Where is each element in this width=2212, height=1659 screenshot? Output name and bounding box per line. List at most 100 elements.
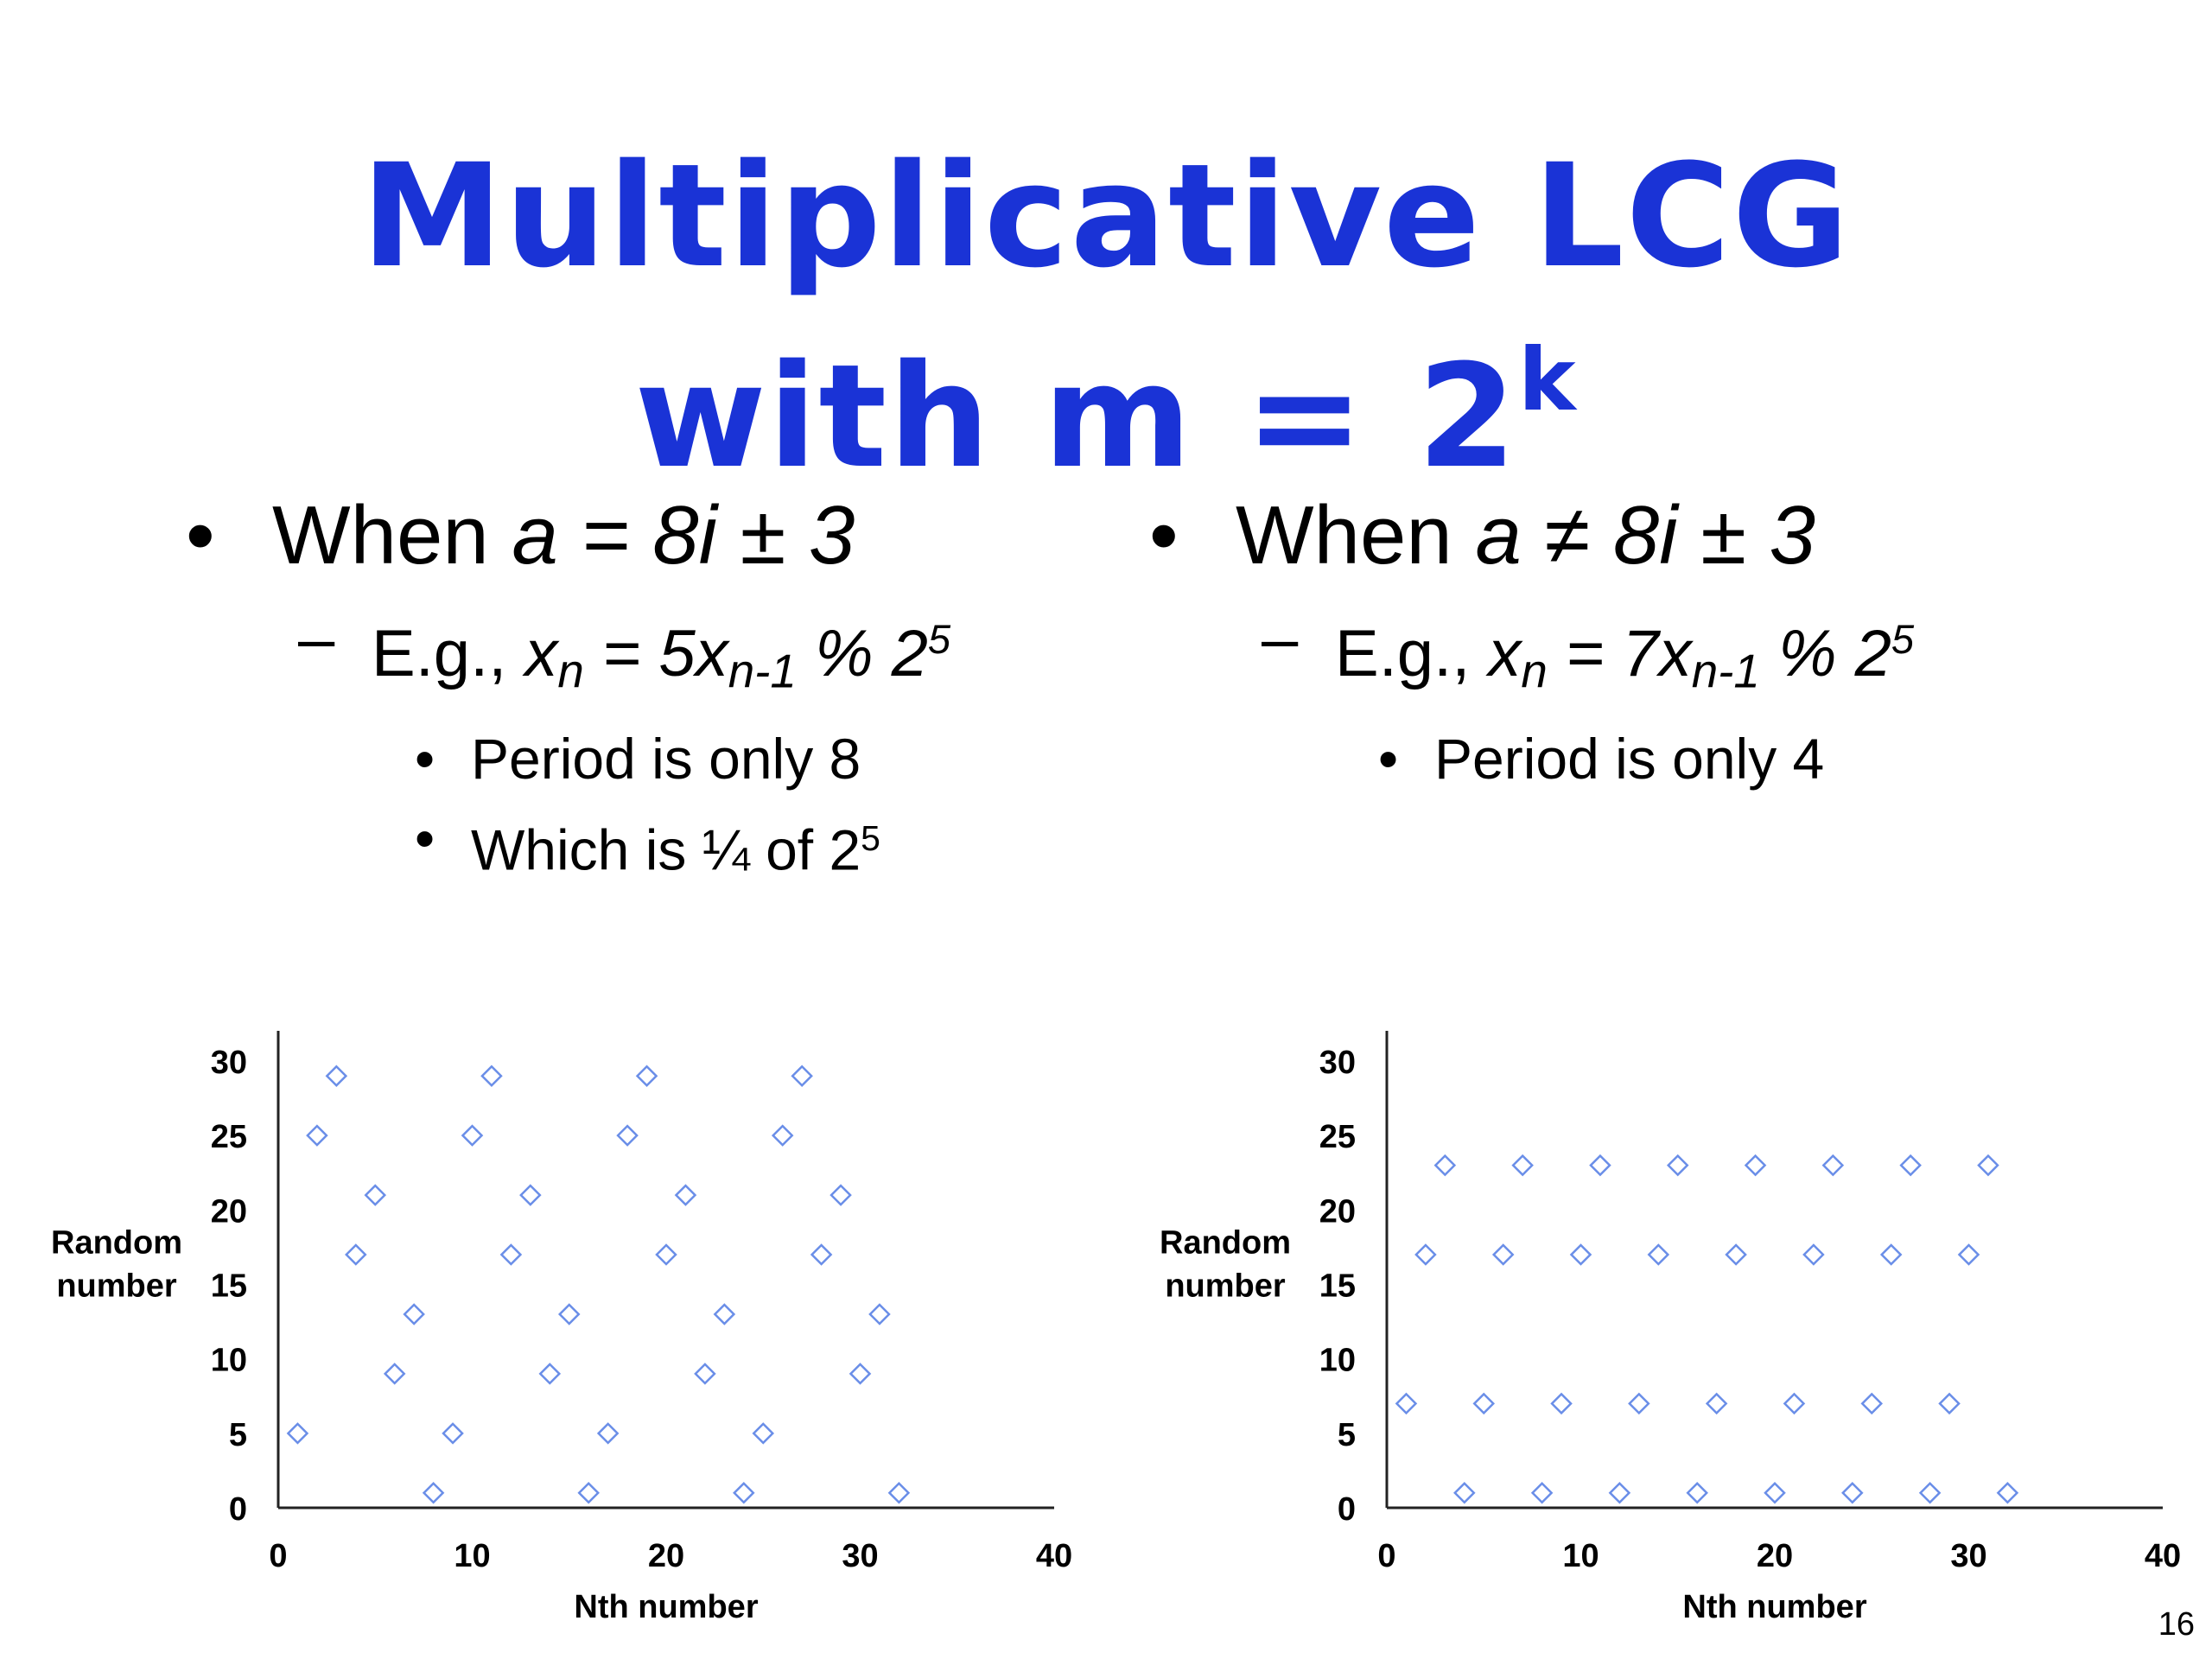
data-point (1491, 1243, 1515, 1266)
data-point (1879, 1243, 1903, 1266)
data-point (306, 1124, 328, 1147)
data-point (1608, 1481, 1631, 1504)
right-example-mid: = 7x (1547, 616, 1692, 690)
y-tick-label: 20 (211, 1193, 247, 1230)
left-example-n: n (557, 644, 584, 698)
y-axis-label: Random (51, 1225, 182, 1262)
data-point (1957, 1243, 1980, 1266)
data-point (383, 1363, 406, 1385)
y-tick-label: 25 (1319, 1119, 1356, 1155)
right-example-post: % 2 (1759, 616, 1891, 690)
x-tick-label: 40 (1036, 1538, 1072, 1574)
data-point (1686, 1481, 1708, 1504)
data-point (1899, 1154, 1922, 1177)
data-point (1744, 1154, 1767, 1177)
data-point (345, 1243, 367, 1266)
right-example-n1: n-1 (1691, 644, 1760, 698)
left-bullet-expr: a = 8i ± 3 (512, 489, 855, 582)
data-point (1841, 1481, 1864, 1504)
y-tick-label: 15 (211, 1268, 247, 1305)
left-point-2-text: Which is ¼ of 2 (471, 817, 861, 882)
data-point (403, 1303, 425, 1325)
data-point (1453, 1481, 1476, 1504)
data-point (1996, 1481, 2019, 1504)
right-bullet-prefix: When (1236, 489, 1476, 582)
data-point (364, 1184, 387, 1206)
data-point (849, 1363, 872, 1385)
y-tick-label: 15 (1319, 1268, 1356, 1305)
x-tick-label: 20 (1757, 1538, 1793, 1574)
bullet-dot: • (415, 805, 435, 870)
data-point (791, 1065, 813, 1088)
x-tick-label: 10 (1562, 1538, 1599, 1574)
left-example-post: % 2 (796, 616, 928, 690)
data-point (557, 1303, 581, 1325)
data-point (887, 1481, 911, 1504)
right-example-x: x (1488, 616, 1522, 690)
bullet-dot: • (415, 726, 435, 791)
y-tick-label: 0 (1338, 1491, 1356, 1528)
title-line-2-text: with m = 2 (634, 334, 1519, 499)
title-line-2: with m = 2k (0, 302, 2212, 503)
right-column: • When a ≠ 8i ± 3 – E.g., xn = 7xn-1 % 2… (1149, 488, 1914, 798)
left-point-2: • Which is ¼ of 25 (186, 798, 950, 890)
data-point (538, 1363, 562, 1385)
right-bullet-expr: a ≠ 8i ± 3 (1475, 489, 1816, 582)
title-exponent: k (1518, 329, 1578, 430)
left-example-x: x (524, 616, 558, 690)
data-point (1764, 1481, 1786, 1504)
data-point (1550, 1392, 1573, 1415)
left-point-2-sup: 5 (861, 817, 880, 858)
data-point (674, 1184, 697, 1206)
data-point (655, 1243, 677, 1266)
data-point (596, 1422, 620, 1445)
x-tick-label: 30 (1950, 1538, 1986, 1574)
data-point (442, 1422, 464, 1445)
data-point (1938, 1392, 1961, 1415)
left-bullet-prefix: When (272, 489, 512, 582)
data-point (1530, 1481, 1554, 1504)
left-example: – E.g., xn = 5xn-1 % 25 (186, 592, 950, 719)
x-axis-label: Nth number (1682, 1589, 1866, 1625)
data-point (1783, 1392, 1806, 1415)
data-point (1511, 1154, 1534, 1177)
left-example-pre: E.g., (372, 616, 525, 690)
data-point (1472, 1392, 1496, 1415)
left-example-exp: 5 (927, 616, 951, 662)
data-point (830, 1184, 852, 1206)
left-point-1-text: Period is only 8 (471, 726, 861, 791)
data-point (713, 1303, 736, 1325)
data-point (1705, 1392, 1728, 1415)
dash-marker: – (298, 602, 335, 676)
page-number: 16 (2158, 1606, 2195, 1643)
right-example-exp: 5 (1891, 616, 1915, 662)
y-tick-label: 5 (1338, 1417, 1356, 1453)
x-tick-label: 0 (1377, 1538, 1395, 1574)
data-point (1802, 1243, 1825, 1266)
slide-title: Multiplicative LCG with m = 2k (0, 130, 2212, 503)
bullet-dot: • (1149, 489, 1179, 582)
bullet-dot: • (186, 489, 215, 582)
data-point (616, 1124, 639, 1147)
data-point (1666, 1154, 1689, 1177)
y-tick-label: 30 (1319, 1045, 1356, 1081)
right-bullet: • When a ≠ 8i ± 3 (1149, 488, 1914, 583)
y-tick-label: 10 (1319, 1343, 1356, 1379)
y-tick-label: 25 (211, 1119, 247, 1155)
left-example-n1: n-1 (728, 644, 797, 698)
data-point (868, 1303, 891, 1325)
data-point (1433, 1154, 1457, 1177)
data-point (499, 1243, 523, 1266)
title-line-1: Multiplicative LCG (360, 133, 1852, 299)
data-point (286, 1422, 309, 1445)
data-point (810, 1243, 833, 1266)
data-point (771, 1124, 794, 1147)
data-point (577, 1481, 600, 1504)
data-point (480, 1065, 503, 1088)
y-tick-label: 0 (229, 1491, 247, 1528)
data-point (694, 1363, 716, 1385)
data-point (1414, 1243, 1437, 1266)
data-point (1860, 1392, 1884, 1415)
x-tick-label: 10 (454, 1538, 490, 1574)
left-example-mid: = 5x (583, 616, 728, 690)
